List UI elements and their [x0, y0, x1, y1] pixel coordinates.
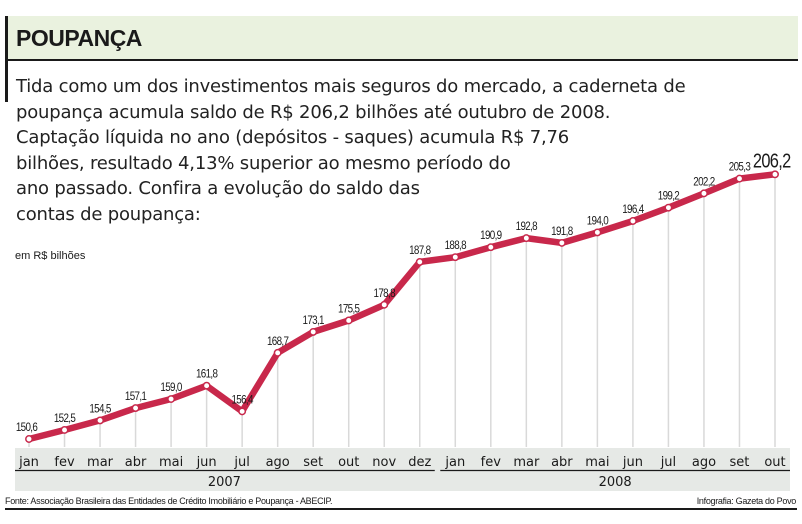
x-tick-label: jul: [233, 455, 249, 470]
x-tick-label: mai: [159, 455, 183, 470]
x-tick-label: nov: [372, 455, 396, 470]
data-label: 194,0: [587, 215, 609, 228]
page-title: POUPANÇA: [16, 25, 142, 51]
credit-note: Infografia: Gazeta do Povo: [696, 496, 797, 506]
header-band: POUPANÇA: [8, 16, 798, 61]
data-point: [664, 203, 673, 212]
data-label: 178,8: [374, 287, 396, 300]
intro-text: Tida como um dos investimentos mais segu…: [16, 74, 776, 227]
data-label: 202,2: [693, 176, 715, 189]
data-label: 156,4: [231, 394, 253, 407]
data-label: 206,2: [753, 149, 791, 172]
x-tick-label: set: [730, 455, 750, 470]
data-point: [522, 234, 531, 243]
data-label: 196,4: [622, 203, 644, 216]
data-point: [202, 381, 211, 390]
footer-rule: [5, 508, 797, 510]
data-point: [273, 348, 282, 357]
data-label: 159,0: [160, 381, 182, 394]
x-tick-label: abr: [551, 455, 573, 470]
data-point: [735, 174, 744, 183]
data-point: [380, 300, 389, 309]
data-label: 168,7: [267, 335, 289, 348]
series-line: [25, 171, 779, 443]
x-tick-label: jun: [622, 455, 643, 470]
year-label: 2007: [208, 475, 241, 490]
x-axis-band: [15, 448, 790, 491]
unit-label: em R$ bilhões: [15, 250, 86, 262]
data-label: 188,8: [445, 239, 467, 252]
data-point: [628, 217, 637, 225]
x-tick-label: fev: [54, 455, 75, 470]
data-point: [771, 170, 779, 179]
data-label: 175,5: [338, 303, 360, 316]
data-label: 187,8: [409, 244, 431, 257]
data-point: [700, 189, 708, 198]
x-tick-label: jan: [18, 455, 39, 470]
data-point: [415, 257, 424, 266]
x-tick-label: fev: [481, 455, 502, 470]
data-label: 192,8: [516, 220, 538, 233]
data-label: 173,1: [303, 314, 325, 327]
data-label: 157,1: [125, 390, 147, 403]
intro-line: Captação líquida no ano (depósitos - saq…: [16, 127, 570, 148]
intro-line: ano passado. Confira a evolução do saldo…: [16, 178, 420, 199]
x-tick-label: out: [764, 455, 785, 470]
data-point: [167, 395, 176, 403]
data-point: [25, 435, 33, 443]
left-accent-bar: [5, 16, 8, 102]
data-point: [60, 426, 69, 434]
x-tick-label: jun: [196, 455, 217, 470]
x-tick-label: dez: [408, 455, 431, 470]
data-label: 205,3: [729, 161, 751, 174]
data-point: [344, 316, 353, 325]
x-tick-label: mar: [513, 455, 540, 470]
data-label: 154,5: [89, 403, 111, 416]
intro-line: bilhões, resultado 4,13% superior ao mes…: [16, 152, 511, 174]
data-point: [486, 243, 495, 252]
x-tick-label: jan: [444, 455, 465, 470]
data-point: [557, 238, 566, 247]
source-note: Fonte: Associação Brasileira das Entidad…: [5, 496, 333, 506]
data-label: 191,8: [551, 225, 573, 238]
x-tick-label: ago: [692, 455, 716, 470]
x-tick-label: jul: [660, 455, 676, 470]
data-point: [451, 253, 460, 262]
x-tick-label: ago: [266, 455, 290, 470]
data-point: [309, 327, 318, 336]
data-point: [131, 404, 140, 413]
x-tick-label: set: [303, 455, 323, 470]
intro-line: Tida como um dos investimentos mais segu…: [16, 76, 686, 97]
x-tick-label: mar: [87, 455, 114, 470]
data-label: 150,6: [16, 421, 38, 434]
x-tick-label: abr: [125, 455, 147, 470]
x-tick-label: mai: [585, 455, 609, 470]
intro-line: contas de poupança:: [16, 203, 201, 225]
intro-line: poupança acumula saldo de R$ 206,2 bilhõ…: [16, 101, 611, 123]
data-label: 199,2: [658, 190, 680, 203]
data-label: 190,9: [480, 229, 502, 242]
data-label: 161,8: [196, 368, 218, 381]
x-tick-label: out: [338, 455, 359, 470]
year-label: 2008: [599, 475, 632, 490]
data-point: [593, 228, 602, 237]
data-label: 152,5: [54, 412, 76, 425]
data-point: [96, 416, 104, 425]
data-point: [238, 407, 247, 416]
